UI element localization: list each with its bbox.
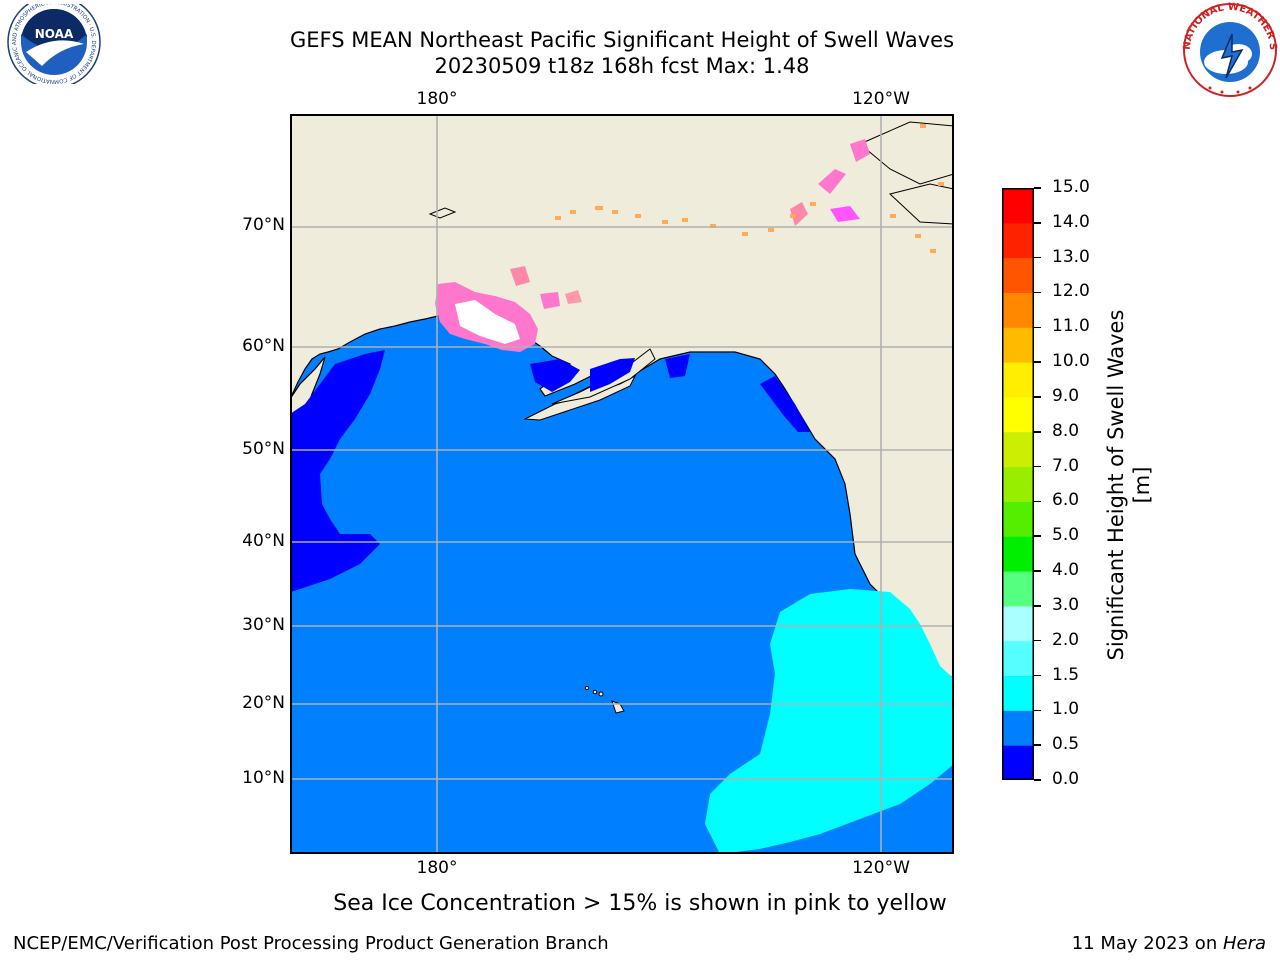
colorbar-tick-label: 4.0	[1052, 560, 1080, 581]
lat-label-10n: 10°N	[242, 768, 285, 788]
map-subtitle: 20230509 t18z 168h fcst Max: 1.48	[434, 54, 810, 78]
graticule	[290, 114, 954, 854]
lon-label-180-bottom: 180°	[416, 858, 458, 878]
colorbar-segment	[1002, 745, 1034, 781]
colorbar-tick-label: 15.0	[1052, 177, 1090, 197]
colorbar-tick-label: 3.0	[1052, 594, 1080, 615]
colorbar-tick	[1034, 256, 1041, 259]
swell-height-map	[290, 114, 954, 854]
colorbar-tick-label: 12.0	[1052, 281, 1090, 302]
land-victoria-island	[888, 183, 954, 225]
colorbar-tick-label: 8.0	[1052, 420, 1080, 441]
lat-label-70n: 70°N	[242, 215, 285, 235]
sea-ice-region	[435, 139, 870, 352]
colorbar-tick-label: 0.0	[1052, 769, 1080, 789]
colorbar-segment	[1002, 571, 1034, 607]
lat-label-50n: 50°N	[242, 439, 285, 459]
colorbar-tick	[1034, 465, 1041, 468]
colorbar-tick	[1034, 361, 1041, 363]
colorbar-segment	[1002, 292, 1034, 328]
colorbar-segment	[1002, 501, 1034, 537]
colorbar-title: Significant Height of Swell Waves [m]	[1104, 309, 1154, 661]
colorbar-segment	[1002, 257, 1034, 293]
lon-label-120w-bottom: 120°W	[852, 858, 910, 878]
nws-logo: NATIONAL WEATHER SERVICE	[1180, 2, 1278, 97]
low-swell-region	[290, 350, 810, 592]
lat-label-20n: 20°N	[242, 693, 285, 713]
lat-label-30n: 30°N	[242, 615, 285, 635]
colorbar-tick-label: 1.0	[1052, 699, 1080, 720]
colorbar-segment	[1002, 536, 1034, 572]
colorbar-segment	[1002, 327, 1034, 363]
map-title: GEFS MEAN Northeast Pacific Significant …	[289, 28, 955, 52]
sea-ice-footnote: Sea Ice Concentration > 15% is shown in …	[333, 891, 947, 916]
colorbar-tick	[1034, 779, 1041, 781]
colorbar-segment	[1002, 362, 1034, 398]
date-prefix: 11 May 2023 on	[1071, 933, 1223, 954]
colorbar-tick	[1034, 744, 1041, 746]
colorbar-tick-label: 7.0	[1052, 455, 1080, 476]
colorbar-segment	[1002, 431, 1034, 468]
colorbar-tick	[1034, 639, 1041, 642]
colorbar-tick-label: 13.0	[1052, 246, 1090, 267]
colorbar-tick-label: 9.0	[1052, 385, 1080, 406]
colorbar-tick	[1034, 326, 1041, 329]
colorbar-segment	[1002, 640, 1034, 677]
colorbar-tick	[1034, 291, 1041, 294]
noaa-text: NOAA	[35, 27, 74, 41]
colorbar-tick	[1034, 605, 1041, 607]
colorbar-tick-label: 5.0	[1052, 525, 1080, 546]
colorbar-tick	[1034, 431, 1041, 433]
noaa-logo: NATIONAL OCEANIC AND ATMOSPHERIC ADMINIS…	[4, 4, 101, 84]
colorbar-segment	[1002, 710, 1034, 746]
colorbar-tick-label: 14.0	[1052, 211, 1090, 232]
colorbar	[1002, 188, 1034, 781]
colorbar-tick	[1034, 674, 1041, 677]
colorbar-tick	[1034, 396, 1041, 398]
colorbar-tick-label: 2.0	[1052, 629, 1080, 650]
colorbar-segment	[1002, 466, 1034, 502]
colorbar-segment	[1002, 605, 1034, 642]
colorbar-segment	[1002, 222, 1034, 259]
colorbar-tick-label: 1.5	[1052, 664, 1080, 685]
date-text: 11 May 2023 on Hera	[1072, 933, 1266, 954]
colorbar-tick-label: 11.0	[1052, 316, 1090, 337]
colorbar-tick	[1034, 187, 1041, 189]
colorbar-segment	[1002, 675, 1034, 711]
lat-label-40n: 40°N	[242, 531, 285, 551]
colorbar-tick	[1034, 570, 1041, 572]
colorbar-tick	[1034, 500, 1041, 503]
colorbar-tick-label: 0.5	[1052, 734, 1080, 755]
colorbar-tick	[1034, 709, 1041, 712]
lon-label-180-top: 180°	[416, 89, 458, 109]
credit-text: NCEP/EMC/Verification Post Processing Pr…	[13, 933, 609, 954]
land-alaska-peninsula	[551, 348, 656, 405]
machine-name: Hera	[1222, 933, 1266, 954]
colorbar-tick-label: 6.0	[1052, 490, 1080, 511]
lon-label-120w-top: 120°W	[852, 89, 910, 109]
lat-label-60n: 60°N	[242, 336, 285, 356]
colorbar-segment	[1002, 396, 1034, 433]
colorbar-tick-label: 10.0	[1052, 351, 1090, 372]
colorbar-tick	[1034, 222, 1041, 224]
map-frame	[290, 114, 954, 854]
colorbar-tick	[1034, 535, 1041, 537]
colorbar-scale	[1002, 188, 1034, 781]
sea-ice-edge	[555, 124, 944, 253]
colorbar-segment	[1002, 188, 1034, 224]
land-north-america-asia	[290, 114, 954, 680]
land-arctic-islands	[859, 121, 954, 185]
high-swell-region	[705, 589, 954, 854]
